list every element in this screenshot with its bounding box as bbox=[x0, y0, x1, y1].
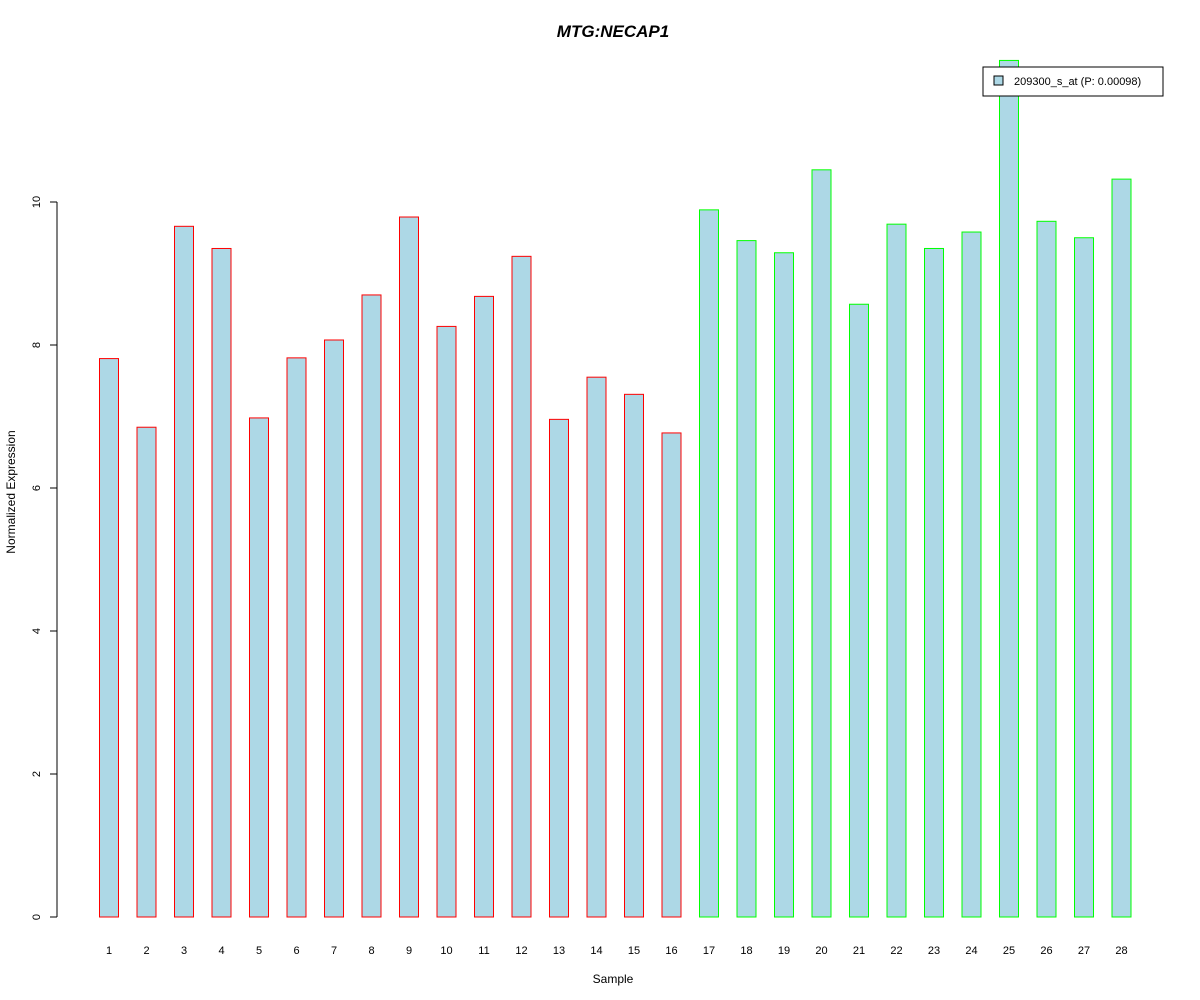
y-axis: 0 2 4 6 8 10 bbox=[31, 196, 58, 920]
bar-sample-7 bbox=[324, 339, 344, 918]
x-tick-label: 18 bbox=[740, 945, 752, 957]
x-tick-label: 1 bbox=[106, 945, 112, 957]
x-axis-label: Sample bbox=[593, 972, 634, 986]
legend: 209300_s_at (P: 0.00098) bbox=[982, 66, 1164, 97]
x-tick-label: 2 bbox=[143, 945, 149, 957]
bar-sample-13 bbox=[549, 418, 569, 918]
bar-sample-21 bbox=[849, 303, 869, 918]
bar-sample-18 bbox=[736, 240, 757, 918]
y-tick-label: 10 bbox=[31, 196, 43, 208]
x-tick-label: 9 bbox=[406, 945, 412, 957]
x-tick-label: 7 bbox=[331, 945, 337, 957]
bar-sample-9 bbox=[399, 216, 419, 918]
bar-sample-5 bbox=[249, 417, 269, 918]
bar-sample-16 bbox=[661, 432, 682, 918]
x-tick-label: 27 bbox=[1078, 945, 1090, 957]
bar-sample-20 bbox=[811, 169, 832, 918]
y-tick-label: 2 bbox=[31, 771, 43, 777]
x-tick-label: 6 bbox=[293, 945, 299, 957]
x-tick-label: 12 bbox=[515, 945, 527, 957]
chart-title: MTG:NECAP1 bbox=[557, 22, 669, 41]
x-tick-label: 14 bbox=[590, 945, 602, 957]
legend-swatch bbox=[993, 75, 1004, 86]
x-tick-label: 16 bbox=[665, 945, 677, 957]
bar-sample-15 bbox=[624, 393, 644, 918]
bar-sample-10 bbox=[436, 325, 457, 918]
bar-sample-24 bbox=[961, 231, 982, 918]
x-tick-label: 10 bbox=[440, 945, 452, 957]
x-tick-label: 23 bbox=[928, 945, 940, 957]
bar-sample-27 bbox=[1074, 237, 1094, 918]
bar-sample-19 bbox=[774, 252, 794, 918]
x-tick-label: 24 bbox=[965, 945, 977, 957]
legend-box bbox=[982, 66, 1164, 97]
x-tick-label: 20 bbox=[815, 945, 827, 957]
x-tick-labels: 1 2 3 4 5 6 7 8 9 10 11 12 13 14 15 16 17 18 19 20 21 22 23 24 2… bbox=[106, 945, 1128, 957]
x-tick-label: 3 bbox=[181, 945, 187, 957]
bar-sample-23 bbox=[924, 247, 944, 918]
x-tick-label: 8 bbox=[368, 945, 374, 957]
x-tick-label: 26 bbox=[1040, 945, 1052, 957]
x-tick-label: 22 bbox=[890, 945, 902, 957]
y-tick-label: 8 bbox=[31, 342, 43, 348]
legend-label: 209300_s_at (P: 0.00098) bbox=[1014, 76, 1141, 88]
bar-sample-28 bbox=[1111, 178, 1132, 918]
y-tick-label: 0 bbox=[31, 914, 43, 920]
bar-sample-14 bbox=[586, 376, 607, 918]
bar-sample-22 bbox=[886, 223, 907, 918]
bar-sample-17 bbox=[699, 209, 719, 918]
x-tick-label: 28 bbox=[1115, 945, 1127, 957]
y-tick-label: 6 bbox=[31, 485, 43, 491]
y-axis-label: Normalized Expression bbox=[4, 430, 18, 553]
bar-sample-2 bbox=[136, 426, 157, 918]
bar-sample-11 bbox=[474, 295, 494, 918]
x-tick-label: 17 bbox=[703, 945, 715, 957]
x-tick-label: 21 bbox=[853, 945, 865, 957]
x-tick-label: 25 bbox=[1003, 945, 1015, 957]
x-tick-label: 4 bbox=[218, 945, 224, 957]
bars bbox=[99, 59, 1132, 918]
x-tick-label: 13 bbox=[553, 945, 565, 957]
x-tick-label: 11 bbox=[478, 945, 489, 957]
bar-sample-26 bbox=[1036, 220, 1057, 918]
bar-sample-25 bbox=[999, 59, 1019, 918]
bar-sample-1 bbox=[99, 358, 119, 918]
bar-sample-8 bbox=[361, 294, 382, 918]
bar-sample-6 bbox=[286, 357, 307, 918]
bar-sample-12 bbox=[511, 255, 532, 918]
x-tick-label: 15 bbox=[628, 945, 640, 957]
bar-sample-3 bbox=[174, 225, 194, 918]
bar-sample-4 bbox=[211, 247, 232, 918]
x-tick-label: 5 bbox=[256, 945, 262, 957]
x-tick-label: 19 bbox=[778, 945, 790, 957]
y-tick-label: 4 bbox=[31, 628, 43, 634]
